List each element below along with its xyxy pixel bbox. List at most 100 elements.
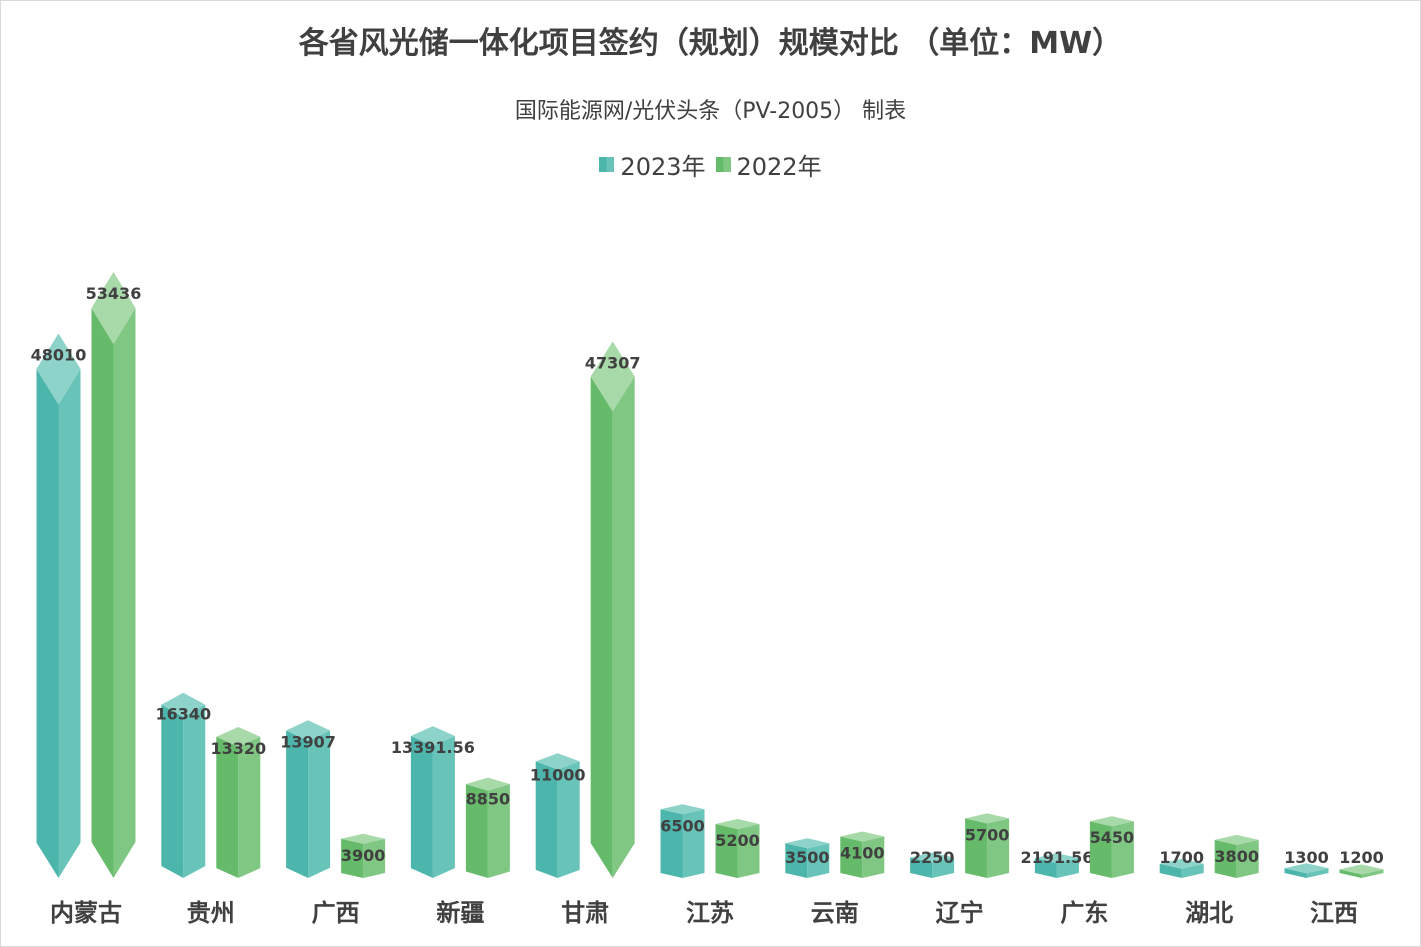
bar-top-face <box>910 852 955 863</box>
bar-left-face <box>1089 821 1112 878</box>
x-tick-label: 广东 <box>1060 899 1108 927</box>
chart-title: 各省风光储一体化项目签约（规划）规模对比 （单位：MW） <box>298 26 1123 61</box>
bar-left-face <box>1284 868 1307 878</box>
bar-2023[interactable] <box>1034 853 1079 878</box>
bar-left-face <box>36 368 59 878</box>
bar-right-face <box>1111 821 1134 878</box>
bar-left-face <box>286 730 309 878</box>
bar-left-face <box>341 838 364 878</box>
bar-right-face <box>682 809 705 878</box>
bar-right-face <box>238 736 261 878</box>
data-label: 5700 <box>965 825 1010 844</box>
bar-2023[interactable] <box>161 692 206 878</box>
bar-top-face <box>535 753 580 770</box>
bar-2023[interactable] <box>1284 863 1329 878</box>
bar-left-face <box>465 784 488 878</box>
bar-left-face <box>535 761 558 878</box>
data-label: 13320 <box>210 739 266 758</box>
data-label: 5200 <box>715 831 760 850</box>
bar-2023[interactable] <box>1159 858 1204 878</box>
bar-left-face <box>965 818 988 878</box>
x-tick-label: 云南 <box>811 899 859 927</box>
data-label: 48010 <box>31 346 87 365</box>
bar-left-face <box>910 857 933 878</box>
bar-right-face <box>308 730 331 878</box>
bar-2022[interactable] <box>590 341 635 878</box>
x-tick-label: 江苏 <box>686 899 734 927</box>
bar-top-face <box>1159 858 1204 869</box>
bar-right-face <box>737 824 760 878</box>
bar-top-face <box>410 726 455 746</box>
bar-right-face <box>487 784 510 878</box>
bar-right-face <box>932 857 955 878</box>
bar-left-face <box>715 824 738 878</box>
data-label: 3800 <box>1214 847 1259 866</box>
bar-2023[interactable] <box>535 753 580 878</box>
bar-2022[interactable] <box>840 831 885 878</box>
bar-left-face <box>161 704 184 878</box>
bar-top-face <box>1089 816 1134 827</box>
x-tick-label: 辽宁 <box>936 899 984 927</box>
bar-right-face <box>58 368 81 878</box>
x-tick-label: 贵州 <box>187 899 235 927</box>
bar-2023[interactable] <box>410 726 455 878</box>
bar-left-face <box>1034 858 1057 878</box>
data-label: 4100 <box>840 844 885 863</box>
x-tick-label: 江西 <box>1310 899 1358 927</box>
bar-2023[interactable] <box>785 838 830 878</box>
bar-right-face <box>862 836 885 878</box>
bar-left-face <box>1214 839 1237 878</box>
bar-right-face <box>557 761 580 878</box>
legend: 2023年 2022年 <box>0 147 1421 182</box>
bar-right-face <box>807 843 830 878</box>
bar-top-face <box>286 720 331 741</box>
x-tick-label: 湖北 <box>1185 899 1233 927</box>
data-label: 1200 <box>1339 848 1384 867</box>
bar-top-face <box>1284 863 1329 874</box>
bar-2022[interactable] <box>965 813 1010 878</box>
data-label: 11000 <box>530 765 586 784</box>
bar-top-face <box>1034 853 1079 864</box>
x-tick-label: 新疆 <box>436 899 484 927</box>
bar-left-face <box>660 809 683 878</box>
bar-2023[interactable] <box>660 804 705 878</box>
bar-right-face <box>113 308 136 878</box>
bar-right-face <box>432 736 455 878</box>
bar-right-face <box>363 838 386 878</box>
bar-right-face <box>987 818 1010 878</box>
data-label: 5450 <box>1090 828 1135 847</box>
bar-2023[interactable] <box>36 333 81 878</box>
bar-2022[interactable] <box>1089 816 1134 878</box>
bar-2022[interactable] <box>216 726 261 878</box>
bar-2022[interactable] <box>91 272 136 878</box>
bar-top-face <box>965 813 1010 824</box>
bar-right-face <box>1306 868 1329 878</box>
bar-2023[interactable] <box>910 852 955 878</box>
data-label: 13907 <box>280 732 336 751</box>
bar-left-face <box>1339 869 1362 878</box>
bar-2022[interactable] <box>341 833 386 878</box>
bar-top-face <box>465 777 510 791</box>
bar-2022[interactable] <box>465 777 510 878</box>
bar-2023[interactable] <box>286 720 331 878</box>
data-label: 1300 <box>1284 848 1329 867</box>
legend-label-2022: 2022年 <box>736 153 822 181</box>
data-label: 16340 <box>155 705 211 724</box>
chart-subtitle: 国际能源网/光伏头条（PV-2005） 制表 <box>514 99 907 124</box>
data-label: 53436 <box>86 284 142 303</box>
bar-2022[interactable] <box>715 819 760 878</box>
bar-top-face <box>1214 834 1259 845</box>
bar-top-face <box>36 333 81 405</box>
bar-2022[interactable] <box>1339 864 1384 878</box>
bar-right-face <box>612 376 635 878</box>
legend-item-2023[interactable]: 2023年 <box>599 147 706 182</box>
bar-right-face <box>1181 863 1204 878</box>
bar-top-face <box>341 833 386 844</box>
legend-item-2022[interactable]: 2022年 <box>715 147 822 182</box>
x-tick-label: 内蒙古 <box>50 899 122 927</box>
data-label: 3900 <box>341 846 386 865</box>
bar-top-face <box>660 804 705 815</box>
data-label: 2191.56 <box>1020 848 1093 867</box>
bar-left-face <box>590 376 613 878</box>
bar-2022[interactable] <box>1214 834 1259 878</box>
